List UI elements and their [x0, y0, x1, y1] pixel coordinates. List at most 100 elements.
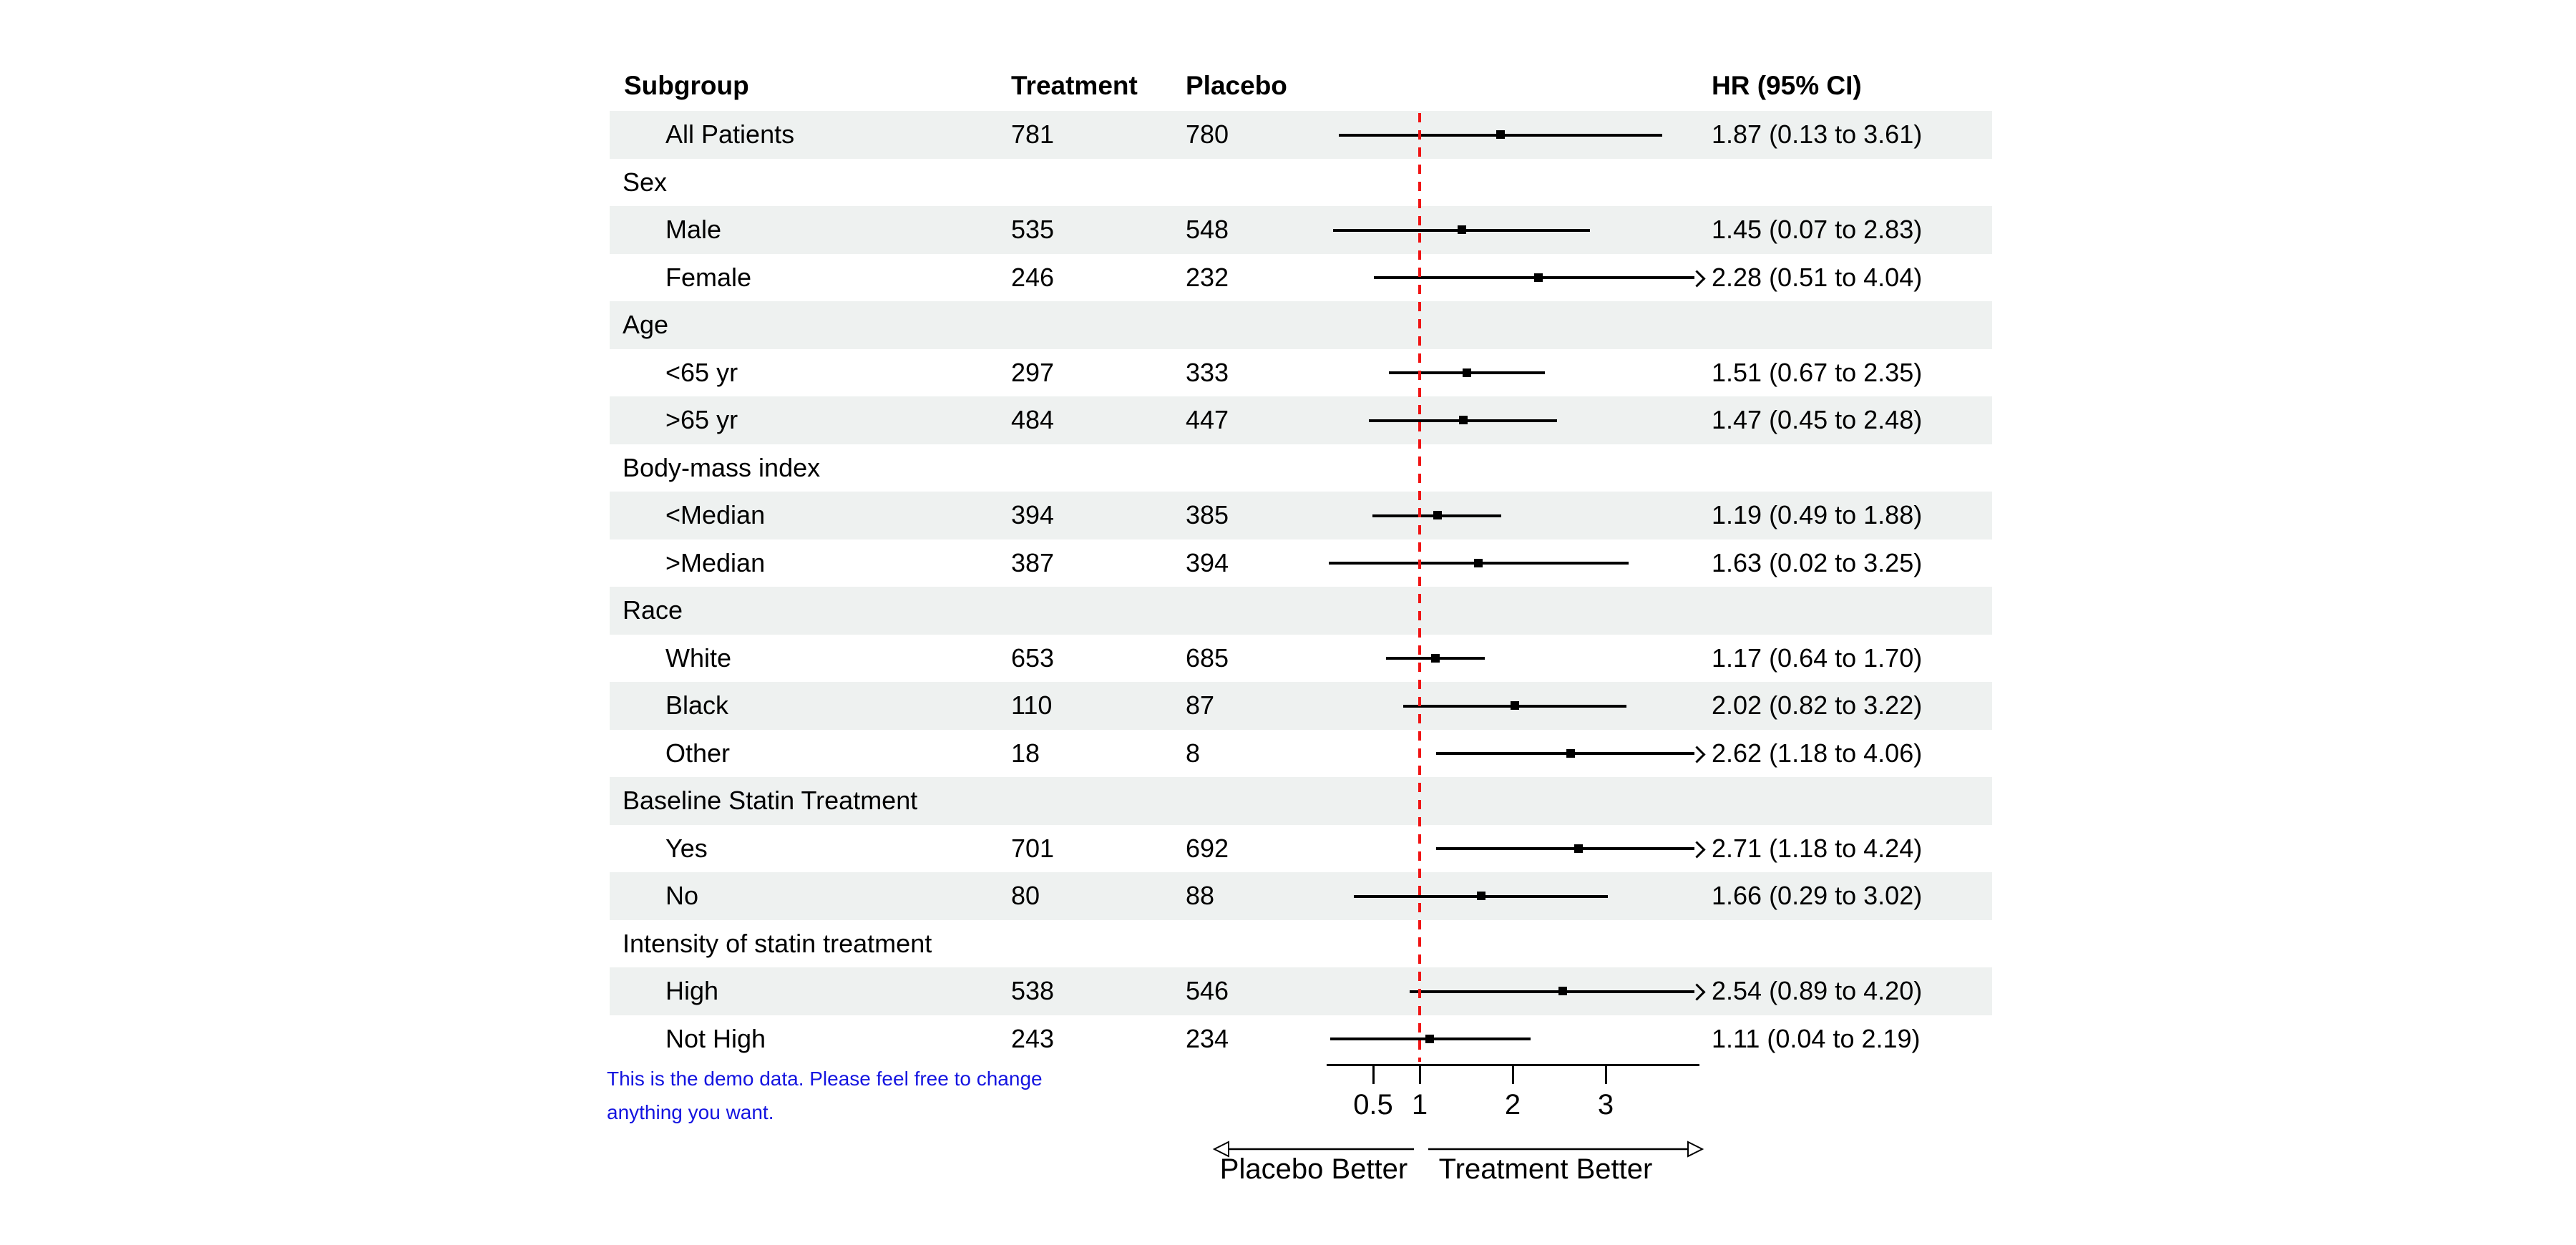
hr-ci-value: 2.28 (0.51 to 4.04) — [1712, 262, 1923, 292]
hr-ci-value: 1.63 (0.02 to 3.25) — [1712, 547, 1923, 577]
subgroup-label: No — [665, 881, 699, 911]
axis-tick-label-1: 1 — [1411, 1089, 1428, 1120]
subgroup-label: Race — [623, 595, 683, 625]
column-header-subgroup: Subgroup — [624, 71, 749, 100]
direction-label-placebo-better: Placebo Better — [1219, 1153, 1408, 1185]
subgroup-label: Intensity of statin treatment — [623, 928, 932, 958]
group-row-age: Age — [610, 301, 1992, 349]
hr-ci-value: 1.51 (0.67 to 2.35) — [1712, 357, 1923, 387]
subgroup-label: All Patients — [665, 119, 795, 150]
hr-ci-value: 1.47 (0.45 to 2.48) — [1712, 405, 1923, 435]
subgroup-label: High — [665, 976, 719, 1006]
subgroup-label: Sex — [623, 167, 668, 197]
treatment-n-value: 394 — [1011, 500, 1055, 530]
point-estimate-marker — [1463, 368, 1472, 377]
point-estimate-marker — [1457, 225, 1466, 234]
treatment-n-value: 18 — [1011, 738, 1040, 768]
data-row-65-yr: <65 yr 297 333 1.51 (0.67 to 2.35) — [610, 349, 1992, 397]
subgroup-label: Not High — [665, 1023, 766, 1053]
ci-arrowhead-icon — [1688, 269, 1706, 288]
hr-ci-value: 2.71 (1.18 to 4.24) — [1712, 833, 1923, 863]
column-header-hr-ci: HR (95% CI) — [1712, 71, 1862, 100]
subgroup-label: Baseline Statin Treatment — [623, 786, 918, 816]
placebo-n-value: 385 — [1186, 500, 1229, 530]
treatment-n-value: 701 — [1011, 833, 1055, 863]
placebo-n-value: 685 — [1186, 643, 1229, 673]
axis-tick-label-2: 2 — [1504, 1089, 1521, 1120]
hr-ci-value: 2.62 (1.18 to 4.06) — [1712, 738, 1923, 768]
data-row-high: High 538 546 2.54 (0.89 to 4.20) — [610, 967, 1992, 1015]
group-row-race: Race — [610, 587, 1992, 635]
placebo-better-arrow-icon — [1212, 1141, 1414, 1158]
treatment-better-arrow-icon — [1428, 1141, 1704, 1158]
placebo-n-value: 692 — [1186, 833, 1229, 863]
axis-tick-0-5 — [1372, 1064, 1375, 1084]
hr-ci-value: 1.19 (0.49 to 1.88) — [1712, 500, 1923, 530]
treatment-n-value: 80 — [1011, 881, 1040, 911]
point-estimate-marker — [1510, 701, 1519, 710]
hr-ci-value: 1.87 (0.13 to 3.61) — [1712, 119, 1923, 150]
hr-ci-value: 1.66 (0.29 to 3.02) — [1712, 881, 1923, 911]
ci-line — [1374, 276, 1694, 279]
hr-ci-value: 1.11 (0.04 to 2.19) — [1712, 1023, 1921, 1053]
data-row-not-high: Not High 243 234 1.11 (0.04 to 2.19) — [610, 1015, 1992, 1063]
ci-line — [1436, 752, 1694, 755]
demo-note: This is the demo data. Please feel free … — [607, 1062, 1043, 1129]
group-row-sex: Sex — [610, 159, 1992, 207]
subgroup-label: >65 yr — [665, 405, 738, 435]
column-header-treatment: Treatment — [1011, 71, 1138, 100]
point-estimate-marker — [1431, 653, 1440, 663]
group-row-body-mass-index: Body-mass index — [610, 444, 1992, 492]
treatment-n-value: 653 — [1011, 643, 1055, 673]
axis-tick-label-3: 3 — [1597, 1089, 1614, 1120]
ci-arrowhead-icon — [1688, 840, 1706, 859]
placebo-n-value: 394 — [1186, 547, 1229, 577]
group-row-intensity-of-statin-treatment: Intensity of statin treatment — [610, 920, 1992, 968]
placebo-n-value: 8 — [1186, 738, 1201, 768]
placebo-n-value: 447 — [1186, 405, 1229, 435]
direction-label-treatment-better: Treatment Better — [1438, 1153, 1653, 1185]
ci-arrowhead-icon — [1688, 745, 1706, 763]
subgroup-label: Black — [665, 690, 729, 721]
subgroup-label: Male — [665, 215, 722, 245]
ci-line — [1436, 847, 1694, 850]
ci-line — [1409, 990, 1694, 993]
data-row-male: Male 535 548 1.45 (0.07 to 2.83) — [610, 206, 1992, 254]
treatment-n-value: 246 — [1011, 262, 1055, 292]
point-estimate-marker — [1534, 273, 1543, 282]
placebo-n-value: 232 — [1186, 262, 1229, 292]
point-estimate-marker — [1496, 130, 1506, 139]
hr-ci-value: 2.02 (0.82 to 3.22) — [1712, 690, 1923, 721]
placebo-n-value: 780 — [1186, 119, 1229, 150]
reference-line-hr1 — [1418, 113, 1421, 1062]
point-estimate-marker — [1558, 987, 1568, 995]
treatment-n-value: 243 — [1011, 1023, 1055, 1053]
data-row-other: Other 18 8 2.62 (1.18 to 4.06) — [610, 730, 1992, 778]
axis-tick-label-0-5: 0.5 — [1353, 1089, 1393, 1120]
data-row-black: Black 110 87 2.02 (0.82 to 3.22) — [610, 682, 1992, 730]
subgroup-label: <Median — [665, 500, 766, 530]
placebo-n-value: 87 — [1186, 690, 1215, 721]
axis-tick-1 — [1418, 1064, 1421, 1084]
subgroup-label: Body-mass index — [623, 452, 821, 482]
ci-arrowhead-icon — [1688, 983, 1706, 1001]
subgroup-label: Yes — [665, 833, 708, 863]
axis-tick-3 — [1604, 1064, 1607, 1084]
hr-ci-value: 1.17 (0.64 to 1.70) — [1712, 643, 1923, 673]
subgroup-label: >Median — [665, 547, 766, 577]
treatment-n-value: 110 — [1011, 690, 1053, 721]
data-row-median: <Median 394 385 1.19 (0.49 to 1.88) — [610, 492, 1992, 540]
data-row-median: >Median 387 394 1.63 (0.02 to 3.25) — [610, 540, 1992, 587]
placebo-n-value: 234 — [1186, 1023, 1229, 1053]
treatment-n-value: 387 — [1011, 547, 1055, 577]
treatment-n-value: 484 — [1011, 405, 1055, 435]
axis-tick-2 — [1511, 1064, 1514, 1084]
subgroup-label: <65 yr — [665, 357, 738, 387]
treatment-n-value: 297 — [1011, 357, 1055, 387]
point-estimate-marker — [1459, 416, 1468, 424]
point-estimate-marker — [1473, 558, 1483, 567]
data-row-female: Female 246 232 2.28 (0.51 to 4.04) — [610, 254, 1992, 302]
placebo-n-value: 546 — [1186, 976, 1229, 1006]
treatment-n-value: 538 — [1011, 976, 1055, 1006]
